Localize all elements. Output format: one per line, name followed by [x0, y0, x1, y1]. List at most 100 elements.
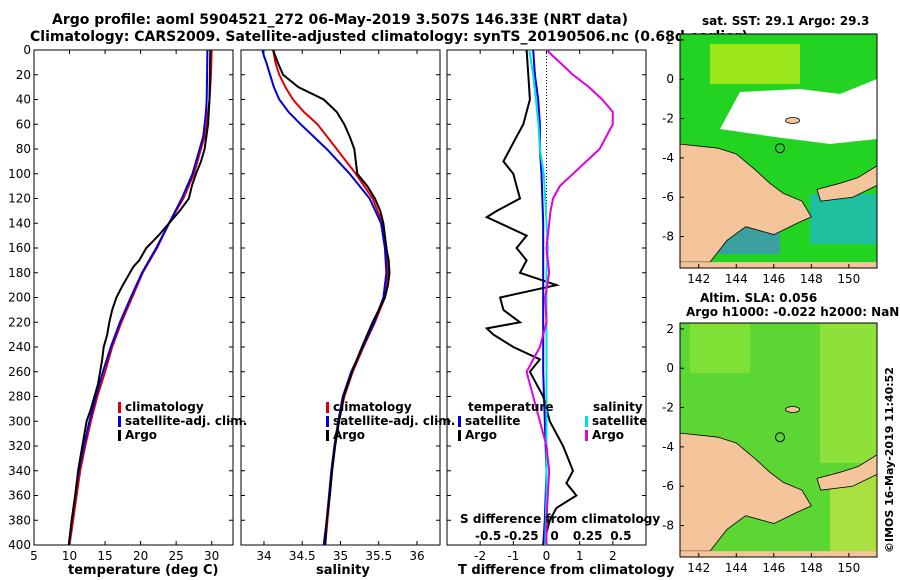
y-tick-label: 180	[8, 266, 31, 280]
s-tick-label: 0	[550, 529, 558, 543]
map-x-tick-label: 142	[687, 272, 710, 286]
y-tick-label: 0	[23, 43, 31, 57]
legend-swatch-climatology	[326, 401, 329, 413]
sla-map-title-2: Argo h1000: -0.022 h2000: NaN	[686, 305, 900, 319]
sst-land-manus	[785, 117, 800, 124]
y-tick-label: 20	[16, 68, 31, 82]
y-tick-label: 60	[16, 117, 31, 131]
legend-swatch-t-argo	[458, 429, 461, 441]
x-tick-label: 34	[256, 549, 271, 563]
legend-argo-label: Argo	[125, 428, 158, 442]
legend-climatology-label: climatology	[125, 400, 204, 414]
y-tick-label: 160	[8, 241, 31, 255]
x-tick-label: 25	[169, 549, 184, 563]
map-x-tick-label: 144	[725, 561, 748, 575]
legend-swatch-satellite	[326, 415, 329, 427]
x-tick-label: 10	[62, 549, 77, 563]
x-tick-label: 20	[133, 549, 148, 563]
temperature-panel: 0 20 40 60 80 100 120 140 160 180 200 220 240 260 280 3…	[8, 43, 234, 563]
map-x-tick-label: 142	[687, 561, 710, 575]
sst-map-frame	[679, 33, 878, 269]
x-tick-label: 35	[333, 549, 348, 563]
map-x-tick-label: 150	[837, 272, 860, 286]
map-y-tick-label: -8	[662, 519, 674, 533]
difference-legend-salinity: salinity satellite Argo	[585, 400, 647, 442]
map-y-tick-label: 0	[666, 361, 674, 375]
legend-salinity-title: salinity	[593, 400, 643, 414]
salinity-xlabel: salinity	[316, 563, 370, 578]
t-difference-xlabel: T difference from climatology	[458, 563, 675, 578]
legend-swatch-s-argo	[585, 429, 588, 441]
map-y-tick-label: 0	[666, 72, 674, 86]
title-line-2: Climatology: CARS2009. Satellite-adjuste…	[30, 29, 748, 45]
map-x-tick-label: 148	[800, 561, 823, 575]
s-tick-label: 0.25	[573, 529, 603, 543]
legend-t-argo-label: Argo	[465, 428, 498, 442]
y-tick-label: 280	[8, 390, 31, 404]
x-tick-label: 36	[409, 549, 424, 563]
legend-swatch-satellite	[118, 415, 121, 427]
legend-t-satellite-label: satellite	[465, 414, 521, 428]
y-tick-label: 100	[8, 167, 31, 181]
map-x-tick-label: 146	[762, 561, 785, 575]
x-tick-label: 34.5	[289, 549, 316, 563]
sla-land-south	[680, 551, 877, 557]
legend-s-argo-label: Argo	[592, 428, 625, 442]
map-y-tick-label: 2	[666, 322, 674, 336]
y-tick-label: 380	[8, 513, 31, 527]
x-tick-label: -1	[507, 549, 519, 563]
sst-land-south	[680, 262, 877, 268]
map-x-tick-label: 146	[762, 272, 785, 286]
map-x-tick-label: 150	[837, 561, 860, 575]
y-tick-label: 360	[8, 489, 31, 503]
map-y-tick-label: -2	[662, 401, 674, 415]
sla-argo-marker	[775, 432, 786, 443]
salinity-legend: climatology satellite-adj. clim. Argo	[326, 400, 455, 442]
sst-no-data-area	[830, 94, 877, 119]
sst-map: 2 0 -2 -4 -6 -8 142 144 146 148 150	[662, 33, 878, 286]
x-tick-label: -2	[474, 549, 486, 563]
x-tick-label: 5	[30, 549, 38, 563]
series-line-t-argo	[484, 49, 578, 546]
legend-swatch-argo	[118, 429, 121, 441]
salinity-frame	[240, 49, 441, 546]
y-tick-label: 140	[8, 216, 31, 230]
s-difference-xlabel: S difference from climatology	[460, 512, 661, 526]
x-tick-label: 30	[204, 549, 219, 563]
sla-land-manus	[785, 406, 800, 413]
y-tick-label: 200	[8, 291, 31, 305]
legend-swatch-t-satellite	[458, 415, 461, 427]
s-tick-label: -0.25	[504, 529, 539, 543]
y-tick-label: 300	[8, 414, 31, 428]
legend-argo-label: Argo	[333, 428, 366, 442]
sla-high-patch	[820, 323, 877, 463]
temperature-frame	[33, 49, 234, 546]
x-tick-label: 35.5	[365, 549, 392, 563]
map-y-tick-label: 2	[666, 33, 674, 47]
sst-land-new-guinea	[679, 143, 812, 263]
sla-land-new-guinea	[679, 432, 812, 552]
series-line-satellite-adj-clim-	[67, 49, 209, 546]
legend-satellite-label: satellite-adj. clim.	[333, 414, 456, 428]
sla-map: 2 0 -2 -4 -6 -8 142 144 146 148 150	[662, 322, 878, 575]
y-tick-label: 80	[16, 142, 31, 156]
sla-map-frame	[679, 322, 878, 558]
sst-cool-patch	[810, 194, 877, 244]
sst-warm-patch	[710, 44, 800, 84]
y-tick-label: 40	[16, 93, 31, 107]
legend-swatch-s-satellite	[585, 415, 588, 427]
s-tick-label: 0.5	[610, 529, 631, 543]
map-y-tick-label: -6	[662, 479, 674, 493]
legend-swatch-climatology	[118, 401, 121, 413]
legend-climatology-label: climatology	[333, 400, 412, 414]
map-y-tick-label: -6	[662, 190, 674, 204]
temperature-xlabel: temperature (deg C)	[68, 563, 219, 578]
map-x-tick-label: 148	[800, 272, 823, 286]
s-tick-label: -0.5	[475, 529, 501, 543]
map-y-tick-label: -2	[662, 112, 674, 126]
y-tick-label: 220	[8, 315, 31, 329]
temperature-legend: climatology satellite-adj. clim. Argo	[118, 400, 247, 442]
series-line-s-argo	[525, 49, 614, 545]
sst-argo-marker	[775, 143, 786, 154]
